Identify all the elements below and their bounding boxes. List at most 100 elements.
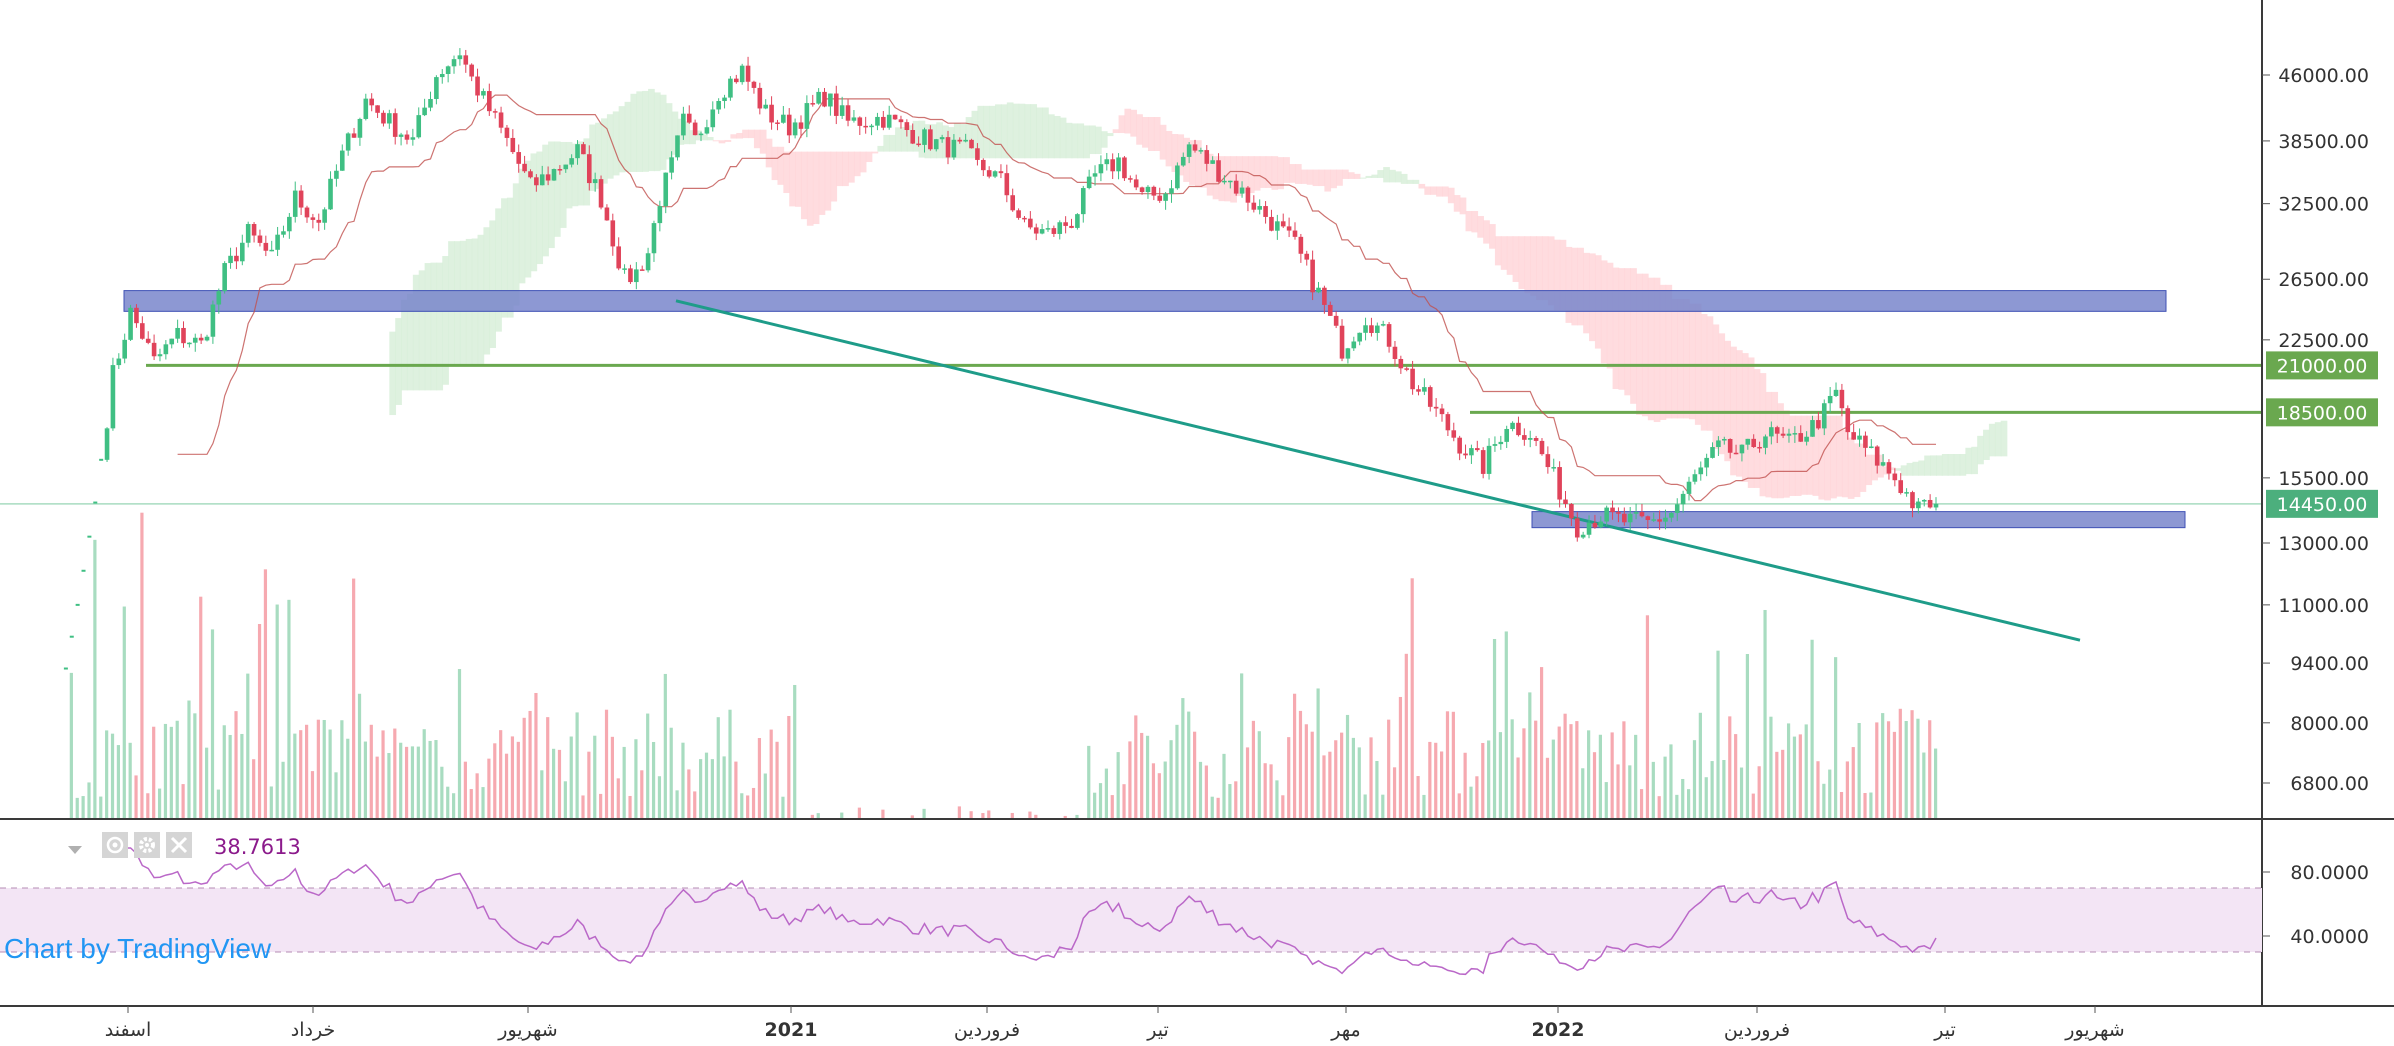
volume-bar bbox=[634, 739, 638, 818]
cloud-segment bbox=[748, 129, 755, 139]
candle bbox=[933, 139, 939, 150]
candle bbox=[1480, 450, 1486, 474]
volume-bar bbox=[1245, 747, 1250, 818]
candle bbox=[1463, 453, 1468, 456]
volume-bar bbox=[557, 749, 562, 818]
candle bbox=[110, 365, 116, 429]
candle bbox=[675, 135, 680, 158]
volume-bar bbox=[1445, 711, 1450, 818]
volume-bar bbox=[593, 735, 597, 818]
volume-bar bbox=[504, 753, 509, 818]
candle bbox=[1892, 473, 1898, 481]
tradingview-watermark[interactable]: Chart by TradingView bbox=[4, 933, 272, 964]
time-axis[interactable]: اسفند خرداد شهریور 2021 فروردین تیر مهر 2022 فرو… bbox=[105, 1006, 2125, 1041]
cloud-segment bbox=[642, 90, 649, 172]
price-tick-label: 13000.00 bbox=[2278, 533, 2369, 555]
candle bbox=[763, 104, 769, 109]
volume-bar bbox=[410, 746, 415, 818]
cloud-segment bbox=[412, 274, 420, 391]
candle bbox=[1122, 157, 1127, 179]
volume-bar bbox=[1263, 763, 1267, 818]
candle bbox=[645, 253, 651, 271]
volume-bar bbox=[663, 673, 667, 818]
volume-bar bbox=[175, 720, 179, 818]
cloud-segment bbox=[506, 197, 514, 318]
candle bbox=[222, 263, 227, 292]
candle bbox=[1516, 422, 1521, 436]
time-tick-label: تیر bbox=[1146, 1019, 1169, 1041]
candle bbox=[1080, 188, 1086, 215]
cloud-segment bbox=[1324, 169, 1332, 192]
cloud-segment bbox=[1024, 104, 1032, 159]
candle bbox=[1098, 164, 1104, 174]
volume-bar bbox=[1222, 753, 1226, 818]
candle bbox=[986, 170, 992, 177]
candle bbox=[1604, 507, 1609, 522]
price-axis[interactable]: 46000.00 38500.00 32500.00 26500.00 22500.00… bbox=[2262, 65, 2369, 795]
volume-bar bbox=[493, 743, 497, 818]
cloud-segment bbox=[1089, 125, 1096, 155]
candle bbox=[1427, 387, 1433, 407]
cloud-segment bbox=[724, 139, 732, 142]
cloud-segment bbox=[1430, 186, 1437, 195]
cloud-segment bbox=[630, 93, 638, 172]
candle bbox=[963, 139, 968, 142]
cloud-segment bbox=[595, 122, 602, 189]
cloud-segment bbox=[1600, 260, 1608, 364]
cloud-segment bbox=[1424, 186, 1432, 195]
cloud-segment bbox=[777, 146, 785, 185]
volume-bar bbox=[216, 789, 220, 818]
candle bbox=[1710, 447, 1715, 458]
candle bbox=[1175, 165, 1180, 189]
candle bbox=[1004, 173, 1010, 196]
candle bbox=[1492, 444, 1498, 446]
cloud-segment bbox=[1077, 123, 1085, 159]
cloud-segment bbox=[1442, 186, 1449, 197]
volume-bar bbox=[99, 796, 103, 818]
cloud-segment bbox=[1195, 140, 1202, 187]
candle bbox=[181, 327, 186, 344]
candle bbox=[1874, 446, 1880, 466]
volume-bar bbox=[1169, 740, 1173, 818]
candle bbox=[1063, 222, 1068, 226]
cloud-segment bbox=[1477, 216, 1484, 238]
eye-icon[interactable] bbox=[102, 832, 128, 858]
cloud-segment bbox=[1777, 403, 1784, 499]
volume-bar bbox=[1763, 609, 1767, 818]
volume-bar bbox=[446, 786, 450, 818]
volume-bar bbox=[328, 729, 332, 818]
candle bbox=[245, 224, 251, 243]
close-icon[interactable] bbox=[166, 832, 192, 858]
volume-bar bbox=[528, 710, 532, 818]
kijun-line bbox=[177, 94, 1936, 502]
candle bbox=[833, 93, 839, 116]
cloud-segment bbox=[659, 94, 667, 170]
volume-bar bbox=[1828, 769, 1832, 818]
volume-bar bbox=[1134, 715, 1138, 818]
volume-bar bbox=[1863, 793, 1867, 818]
candle bbox=[1269, 216, 1274, 231]
cloud-segment bbox=[918, 120, 926, 158]
volume-bar bbox=[140, 512, 144, 818]
volume-bar bbox=[522, 717, 526, 818]
candle bbox=[157, 354, 163, 357]
rsi-pane[interactable] bbox=[0, 847, 2262, 976]
volume-bars bbox=[69, 512, 1938, 818]
cloud-segment bbox=[1000, 104, 1008, 159]
volume-bar bbox=[316, 719, 320, 818]
cloud-segment bbox=[706, 137, 714, 141]
cloud-segment bbox=[1724, 340, 1731, 462]
cloud-segment bbox=[1506, 236, 1514, 275]
gear-icon[interactable] bbox=[134, 832, 160, 858]
price-tick-label: 8000.00 bbox=[2290, 713, 2369, 735]
collapse-arrow-icon[interactable] bbox=[68, 846, 82, 854]
volume-bar bbox=[1710, 761, 1714, 818]
candle bbox=[1139, 187, 1145, 193]
rsi-axis[interactable]: 80.0000 40.0000 bbox=[2262, 862, 2369, 948]
candle bbox=[1092, 173, 1098, 177]
volume-bar bbox=[722, 756, 726, 818]
candle bbox=[175, 327, 180, 339]
volume-bar bbox=[1851, 747, 1855, 818]
volume-bar bbox=[1910, 710, 1914, 818]
